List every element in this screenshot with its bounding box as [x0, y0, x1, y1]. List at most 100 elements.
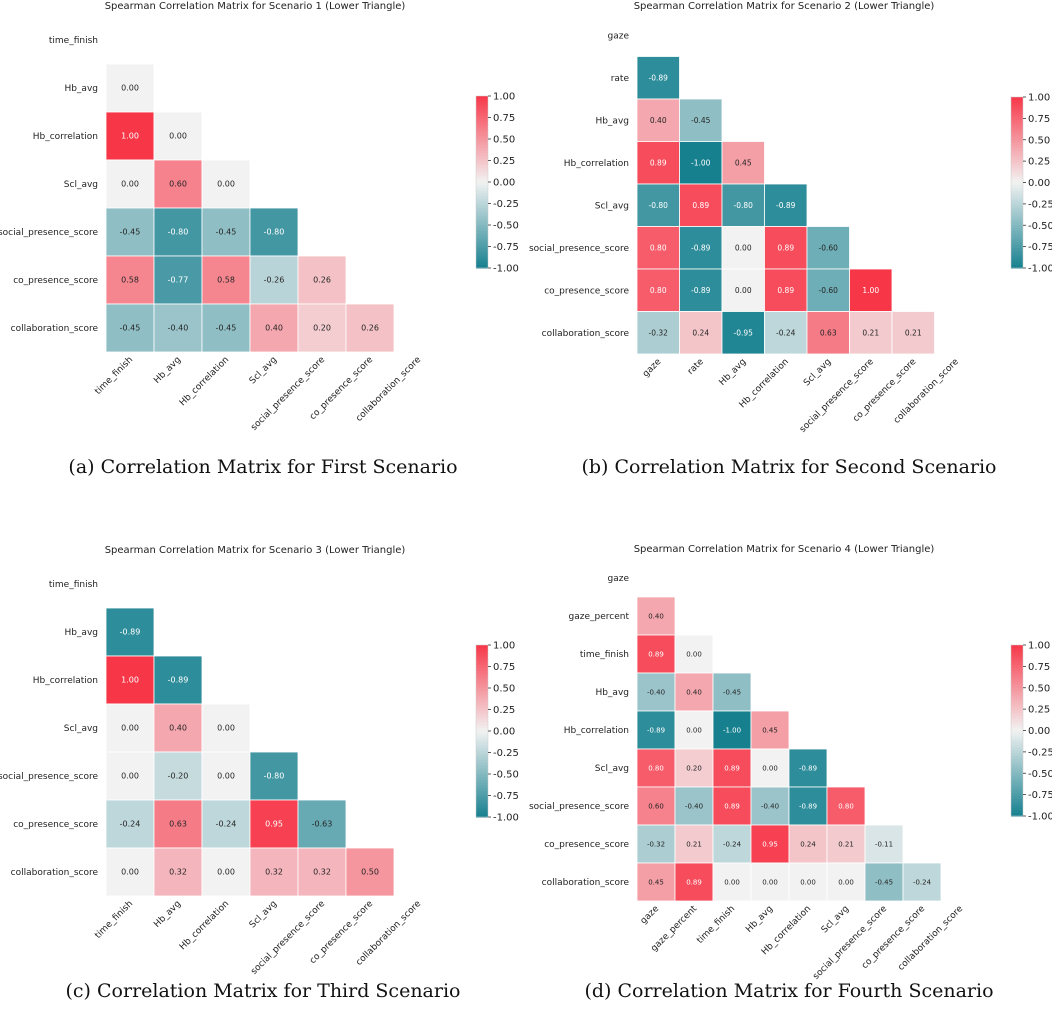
colorbar-tick-label: -1.00: [1028, 264, 1052, 275]
colorbar-segment: [1011, 650, 1023, 655]
colorbar-segment: [1011, 228, 1023, 232]
colorbar-segment: [1011, 673, 1023, 677]
colorbar-segment: [476, 190, 488, 195]
heatmap-cell: [849, 311, 893, 355]
heatmap-cell: [679, 311, 723, 355]
cell-value: -0.80: [649, 201, 669, 210]
y-tick-label: Hb_avg: [595, 116, 629, 126]
colorbar-segment: [1011, 216, 1023, 221]
cell-value: -0.89: [691, 286, 711, 295]
y-tick-label: co_presence_score: [13, 820, 98, 830]
colorbar-segment: [1011, 114, 1023, 118]
chart-title: Spearman Correlation Matrix for Scenario…: [105, 1, 406, 12]
cell-value: 0.00: [217, 868, 235, 877]
cell-value: 0.40: [648, 613, 664, 621]
y-tick-label: Hb_avg: [595, 688, 629, 698]
colorbar-segment: [476, 265, 488, 269]
colorbar-segment: [1011, 239, 1023, 243]
colorbar-segment: [1011, 99, 1023, 104]
cell-value: 0.60: [169, 180, 187, 189]
cell-value: 0.00: [735, 286, 752, 295]
cell-value: 0.00: [686, 727, 702, 735]
colorbar-tick-label: 0.00: [493, 727, 515, 738]
colorbar-segment: [476, 196, 488, 200]
colorbar-segment: [1011, 733, 1023, 737]
colorbar-segment: [476, 713, 488, 718]
cell-value: 0.63: [820, 328, 837, 337]
heatmap-cell: [674, 748, 714, 788]
colorbar-tick-label: -1.00: [1028, 812, 1052, 823]
cell-value: 0.89: [777, 286, 794, 295]
cell-value: 0.00: [121, 772, 139, 781]
colorbar-segment: [476, 716, 488, 721]
colorbar-segment: [476, 751, 488, 755]
x-tick-label: Hb_avg: [718, 357, 749, 388]
y-tick-label: Scl_avg: [595, 764, 629, 774]
cell-value: -0.45: [723, 689, 741, 697]
chart-title: Spearman Correlation Matrix for Scenario…: [105, 545, 406, 556]
heatmap-cell: [153, 655, 203, 705]
colorbar-tick-label: 0.50: [1028, 683, 1050, 694]
y-tick-label: co_presence_score: [544, 286, 629, 296]
colorbar-segment: [1011, 662, 1023, 666]
colorbar-segment: [476, 147, 488, 152]
heatmap-cell: [297, 847, 347, 897]
colorbar-segment: [476, 227, 488, 232]
heatmap-cell: [297, 799, 347, 849]
cell-value: 0.32: [169, 868, 187, 877]
colorbar-segment: [476, 814, 488, 818]
cell-value: 0.00: [217, 724, 235, 733]
cell-value: 0.00: [735, 243, 752, 252]
colorbar-segment: [1011, 693, 1023, 697]
colorbar-segment: [1011, 134, 1023, 138]
heatmap-cell: [153, 847, 203, 897]
cell-value: 0.00: [762, 765, 778, 773]
y-tick-label: co_presence_score: [544, 840, 629, 850]
colorbar-segment: [476, 150, 488, 154]
x-tick-label: gaze: [639, 904, 662, 927]
colorbar-tick-label: 0.50: [493, 684, 515, 695]
colorbar-segment: [476, 179, 488, 183]
heatmap-cell: [636, 748, 676, 788]
colorbar-segment: [476, 685, 488, 689]
x-tick-label: social_presence_score: [811, 904, 889, 982]
cell-value: 0.00: [686, 651, 702, 659]
x-tick-label: Hb_avg: [152, 899, 183, 930]
heatmap-cell: [201, 303, 251, 353]
colorbar-segment: [1011, 182, 1023, 186]
colorbar-segment: [476, 247, 488, 252]
colorbar-segment: [476, 204, 488, 209]
colorbar-segment: [476, 728, 488, 732]
colorbar-segment: [1011, 690, 1023, 695]
colorbar-segment: [476, 253, 488, 258]
colorbar-segment: [1011, 262, 1023, 266]
colorbar-tick-label: 0.25: [1028, 157, 1050, 168]
cell-value: -0.63: [312, 820, 333, 829]
colorbar-segment: [1011, 171, 1023, 175]
colorbar-segment: [476, 116, 488, 120]
colorbar-segment: [476, 693, 488, 698]
cell-value: 0.80: [650, 243, 667, 252]
cell-value: -0.11: [875, 841, 893, 849]
colorbar-segment: [1011, 787, 1023, 791]
colorbar-segment: [476, 802, 488, 807]
colorbar-segment: [1011, 162, 1023, 166]
colorbar-tick-label: -0.75: [1028, 242, 1052, 253]
y-tick-label: Hb_correlation: [33, 132, 98, 142]
heatmap-cell: [712, 710, 752, 750]
panel-scenario-1: Spearman Correlation Matrix for Scenario…: [0, 0, 526, 512]
heatmap-scenario-4: Spearman Correlation Matrix for Scenario…: [529, 544, 1052, 982]
colorbar-segment: [476, 259, 488, 263]
y-tick-label: collaboration_score: [11, 324, 99, 334]
colorbar-segment: [476, 98, 488, 103]
x-tick-label: rate: [686, 357, 706, 377]
heatmap-cell: [636, 672, 676, 712]
colorbar-segment: [1011, 205, 1023, 209]
caption-scenario-3: (c) Correlation Matrix for Third Scenari…: [65, 980, 461, 1002]
cell-value: 0.26: [361, 324, 379, 333]
colorbar-segment: [1011, 796, 1023, 800]
cell-value: 0.89: [724, 765, 740, 773]
colorbar-segment: [476, 96, 488, 100]
heatmap-cell: [105, 847, 155, 897]
colorbar-segment: [476, 159, 488, 163]
